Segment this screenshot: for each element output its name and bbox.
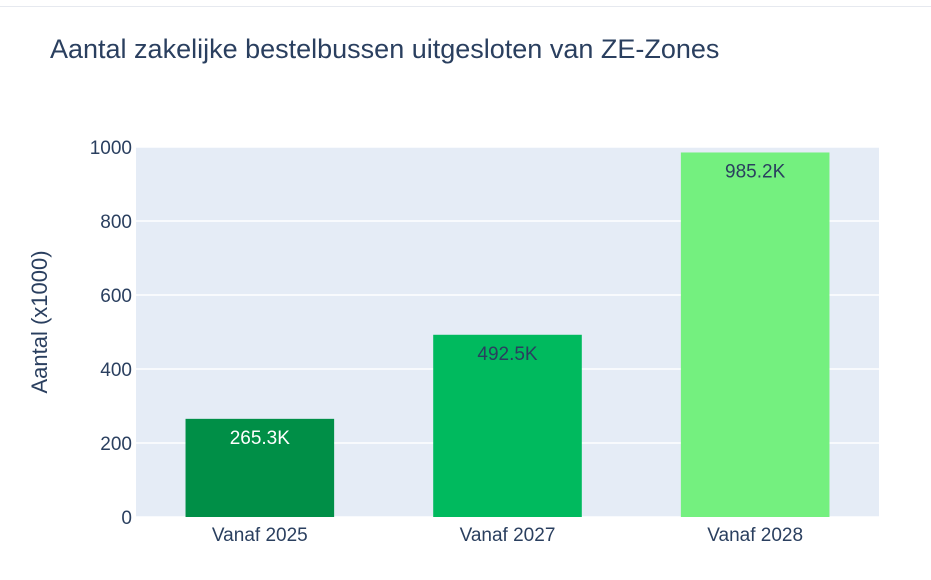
bar-value-label: 492.5K [477, 344, 538, 365]
bar-3 [680, 152, 830, 517]
bar-value-label: 265.3K [230, 428, 291, 449]
y-tick-label: 1000 [90, 138, 132, 159]
y-tick-label: 400 [100, 360, 132, 381]
bar-value-label: 985.2K [725, 161, 786, 182]
y-tick-label: 0 [121, 508, 132, 529]
data-labels: 265.3K 492.5K 985.2K [230, 161, 786, 448]
bar-2 [433, 334, 582, 517]
x-tick-label: Vanaf 2025 [212, 525, 308, 546]
top-divider [0, 6, 931, 7]
x-axis-ticks: Vanaf 2025 Vanaf 2027 Vanaf 2028 [212, 525, 803, 546]
y-axis-label: Aantal (x1000) [27, 250, 52, 393]
y-axis-ticks: 0 200 400 600 800 1000 [90, 138, 132, 529]
x-tick-label: Vanaf 2027 [460, 525, 556, 546]
bars [185, 152, 830, 517]
chart-title: Aantal zakelijke bestelbussen uitgeslote… [50, 34, 720, 64]
y-tick-label: 200 [100, 434, 132, 455]
x-tick-label: Vanaf 2028 [707, 525, 803, 546]
y-tick-label: 600 [100, 286, 132, 307]
bar-1 [185, 418, 335, 517]
y-tick-label: 800 [100, 212, 132, 233]
